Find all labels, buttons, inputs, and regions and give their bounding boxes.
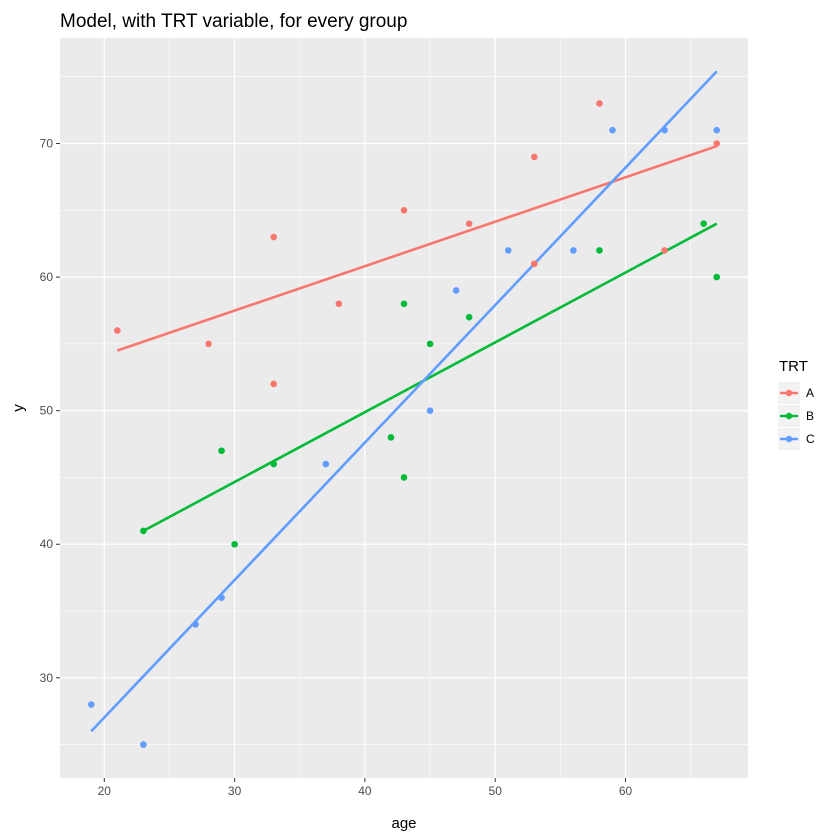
x-tick-label: 40 — [358, 784, 372, 798]
point-B — [426, 340, 434, 348]
point-C — [322, 460, 330, 468]
point-C — [661, 126, 668, 134]
legend-label-A: A — [806, 386, 814, 400]
fit-line-A — [116, 144, 718, 352]
point-C — [504, 247, 512, 254]
point-A — [531, 153, 538, 161]
chart-title: Model, with TRT variable, for every grou… — [60, 11, 407, 32]
x-tick-label: 60 — [619, 784, 633, 798]
point-B — [231, 540, 238, 548]
x-tick-label: 50 — [489, 784, 503, 798]
point-C — [192, 621, 199, 628]
y-tick-label: 70 — [40, 137, 54, 151]
fit-line-B — [142, 222, 718, 533]
point-B — [270, 460, 277, 468]
point-C — [218, 594, 225, 601]
point-B — [400, 300, 408, 308]
point-A — [713, 140, 721, 147]
x-tick-label: 20 — [98, 784, 112, 798]
point-B — [140, 527, 147, 535]
y-tick-label: 60 — [40, 270, 54, 284]
point-A — [400, 207, 408, 214]
point-C — [452, 287, 460, 294]
point-A — [270, 380, 277, 388]
point-B — [218, 447, 225, 455]
legend-key-point — [785, 412, 793, 420]
legend: TRT ABC — [778, 358, 815, 450]
point-B — [387, 434, 395, 441]
legend-key-point — [785, 389, 793, 397]
y-tick-label: 30 — [40, 671, 54, 685]
y-axis-title: y — [10, 404, 27, 412]
point-A — [596, 100, 603, 107]
point-A — [465, 220, 473, 227]
y-axis-ticks: 30 40 50 60 70 — [40, 137, 60, 685]
legend-label-C: C — [806, 432, 815, 446]
legend-title: TRT — [779, 358, 808, 375]
y-tick-label: 50 — [40, 404, 54, 418]
point-A — [531, 260, 538, 268]
point-C — [140, 741, 147, 748]
major-gridlines — [60, 38, 748, 778]
x-axis-title: age — [391, 815, 416, 832]
point-C — [87, 701, 95, 708]
point-C — [570, 247, 577, 254]
x-axis-ticks: 20 30 40 50 60 — [98, 778, 633, 798]
point-B — [700, 220, 707, 227]
legend-key-point — [785, 435, 793, 443]
point-A — [114, 327, 121, 334]
point-B — [596, 247, 603, 254]
plot-panel — [60, 38, 748, 778]
point-C — [713, 126, 721, 134]
y-tick-label: 40 — [40, 537, 54, 551]
data-points — [87, 100, 721, 748]
point-A — [335, 300, 343, 308]
point-A — [270, 233, 277, 241]
x-tick-label: 30 — [228, 784, 242, 798]
point-B — [465, 313, 473, 321]
legend-label-B: B — [806, 409, 814, 423]
point-A — [661, 247, 668, 254]
point-C — [609, 126, 616, 134]
point-C — [426, 407, 434, 414]
point-B — [713, 273, 721, 281]
point-B — [400, 474, 408, 481]
point-A — [205, 340, 212, 348]
